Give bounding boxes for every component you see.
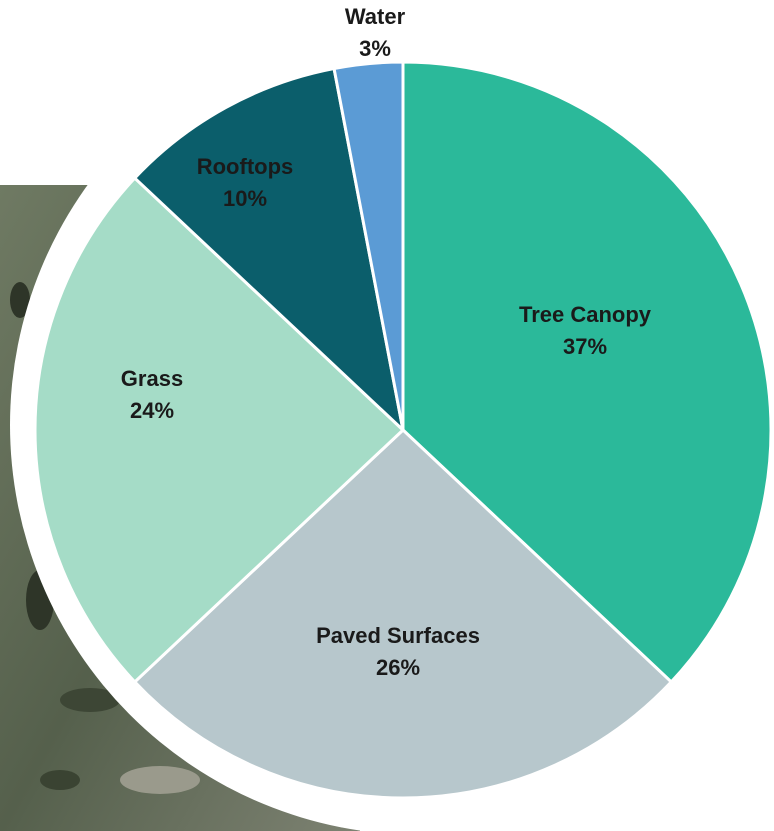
slice-value-label: 3% — [359, 36, 391, 61]
slice-label: Water — [345, 4, 406, 29]
slice-value-label: 24% — [130, 398, 174, 423]
chart: Tree Canopy 37% Paved Surfaces 26% Grass 24% R… — [0, 0, 774, 831]
slice-label: Grass — [121, 366, 183, 391]
slice-label: Paved Surfaces — [316, 623, 480, 648]
slice-value-label: 10% — [223, 186, 267, 211]
pie — [35, 62, 771, 798]
slice-label: Rooftops — [197, 154, 294, 179]
slice-label: Tree Canopy — [519, 302, 652, 327]
slice-value-label: 26% — [376, 655, 420, 680]
slice-value-label: 37% — [563, 334, 607, 359]
